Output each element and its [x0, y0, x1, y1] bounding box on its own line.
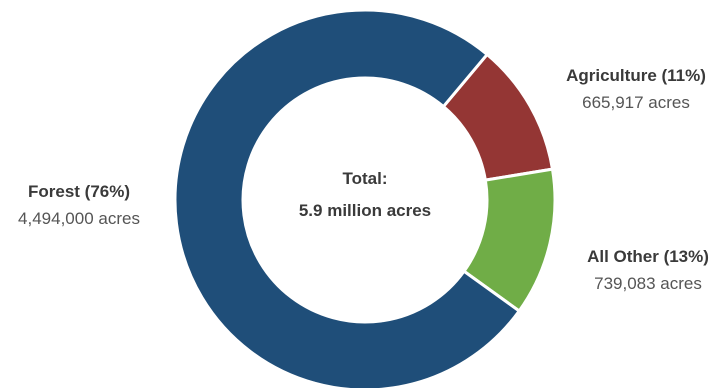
slice-value-forest: 4,494,000 acres: [18, 209, 140, 228]
slice-value-agriculture: 665,917 acres: [582, 93, 690, 112]
center-label-line2: 5.9 million acres: [299, 201, 431, 220]
slice-value-all-other: 739,083 acres: [594, 274, 702, 293]
slice-label-all-other: All Other (13%): [587, 247, 709, 266]
center-label-line1: Total:: [342, 169, 387, 188]
slice-forest: [173, 8, 522, 388]
donut-slices: [173, 8, 557, 388]
slice-label-agriculture: Agriculture (11%): [566, 66, 706, 85]
slice-label-forest: Forest (76%): [28, 182, 130, 201]
